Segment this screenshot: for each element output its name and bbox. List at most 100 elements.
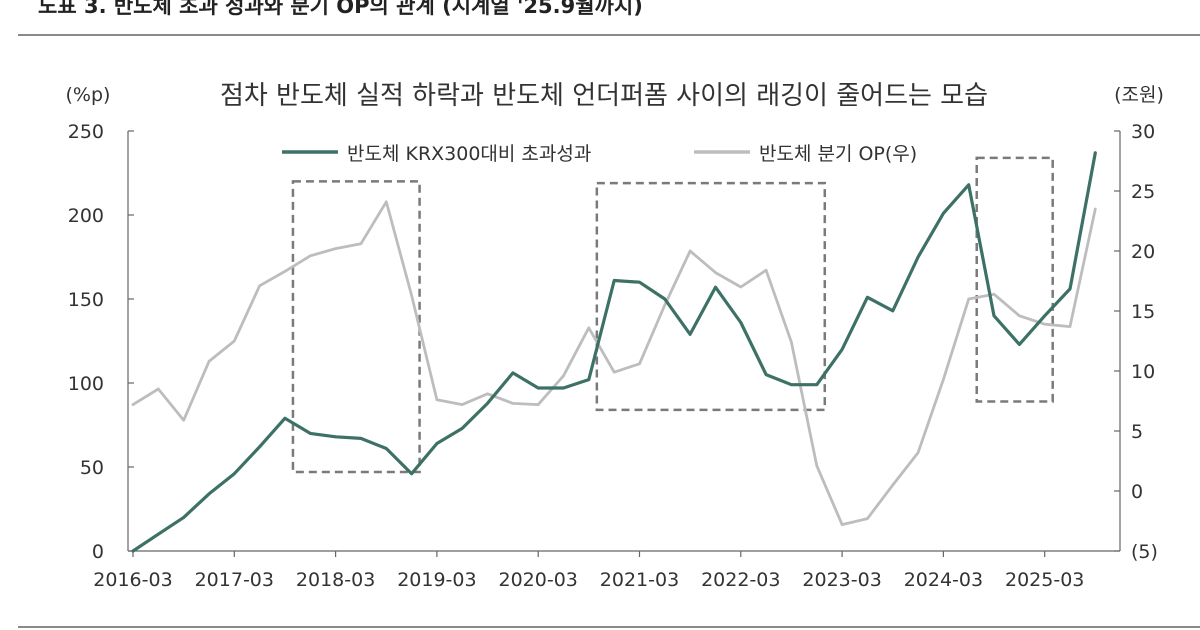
point-quarterly-op [764,269,768,272]
x-tick-label: 2022-03 [701,569,780,591]
point-excess-return [587,378,591,381]
y-right-tick-label: 25 [1131,181,1155,203]
y-left-tick-label: 50 [80,457,104,479]
point-quarterly-op [537,403,540,406]
point-excess-return [258,445,261,449]
point-quarterly-op [334,247,337,250]
point-quarterly-op [157,387,160,391]
y-left-tick-label: 100 [68,373,104,395]
x-tick-label: 2016-03 [93,569,172,591]
point-quarterly-op [840,523,844,526]
point-excess-return [764,373,768,376]
y-left-tick-label: 200 [68,205,104,227]
point-excess-return [840,348,844,351]
point-excess-return [486,401,489,405]
point-quarterly-op [207,360,211,363]
point-quarterly-op [587,326,591,329]
point-quarterly-op [182,419,185,422]
y-right-tick-label: 30 [1131,121,1155,143]
point-excess-return [207,492,211,496]
point-excess-return [1043,314,1046,317]
point-quarterly-op [233,339,236,343]
point-excess-return [790,383,793,386]
point-quarterly-op [511,402,515,405]
point-excess-return [537,386,540,390]
legend-label-excess-return: 반도체 KRX300대비 초과성과 [347,143,591,165]
x-tick-label: 2017-03 [195,569,274,591]
point-excess-return [283,417,287,420]
point-quarterly-op [283,270,287,273]
point-excess-return [992,314,996,317]
point-excess-return [385,447,388,450]
point-excess-return [714,286,717,289]
x-tick-label: 2021-03 [600,569,679,591]
point-excess-return [334,435,337,438]
y-right-tick-label: 0 [1131,481,1143,503]
point-excess-return [916,255,920,259]
point-excess-return [410,472,413,475]
point-quarterly-op [688,249,692,253]
y-left-tick-label: 0 [92,541,104,563]
point-quarterly-op [663,303,667,307]
point-quarterly-op [1043,323,1046,326]
point-quarterly-op [1094,207,1097,211]
point-excess-return [157,533,160,536]
point-excess-return [1018,343,1021,346]
y-right-tick-label: 15 [1131,301,1155,323]
point-quarterly-op [1068,325,1072,328]
chart-title: 점차 반도체 실적 하락과 반도체 언더퍼폼 사이의 래깅이 줄어드는 모습 [220,81,988,111]
point-excess-return [815,383,818,386]
point-quarterly-op [309,254,312,257]
point-quarterly-op [385,200,388,203]
point-excess-return [638,281,641,284]
point-quarterly-op [638,362,641,365]
point-excess-return [942,212,945,215]
point-excess-return [891,309,894,312]
x-tick-label: 2018-03 [296,569,375,591]
point-quarterly-op [410,294,413,297]
point-quarterly-op [435,398,439,401]
y-left-tick-label: 250 [68,121,104,143]
point-quarterly-op [359,242,363,245]
y-right-tick-label: (5) [1131,541,1158,563]
point-quarterly-op [866,517,869,520]
point-quarterly-op [967,297,970,301]
x-tick-label: 2019-03 [397,569,476,591]
point-excess-return [562,386,565,390]
top-rule [18,34,1200,36]
point-excess-return [359,437,363,440]
point-quarterly-op [258,284,261,287]
point-quarterly-op [612,371,616,374]
point-quarterly-op [916,451,920,454]
point-excess-return [967,183,970,186]
point-quarterly-op [562,374,565,377]
y-right-tick-label: 5 [1131,421,1143,443]
point-excess-return [461,427,464,430]
point-quarterly-op [942,378,945,381]
point-quarterly-op [815,464,818,467]
y-right-tick-label: 20 [1131,241,1155,263]
y-left-unit-label: (%p) [66,84,111,106]
x-tick-label: 2024-03 [904,569,983,591]
x-tick-label: 2025-03 [1005,569,1084,591]
x-tick-label: 2023-03 [802,569,881,591]
point-quarterly-op [891,483,894,487]
figure-caption: 도표 3. 반도체 초과 성과와 분기 OP의 관계 (시계열 '25.9월까지… [38,0,643,18]
point-quarterly-op [714,271,717,274]
point-excess-return [131,549,135,553]
point-quarterly-op [131,403,135,406]
point-excess-return [309,432,312,435]
point-quarterly-op [739,285,742,289]
point-quarterly-op [486,392,489,395]
y-right-unit-label: (조원) [1114,84,1164,106]
x-tick-label: 2020-03 [499,569,578,591]
point-excess-return [511,371,515,375]
bottom-rule [18,626,1200,628]
series-line-quarterly-op [131,200,1097,526]
point-excess-return [739,321,742,324]
legend-label-quarterly-op: 반도체 분기 OP(우) [759,143,917,165]
point-excess-return [1068,287,1072,291]
point-excess-return [866,296,869,299]
point-excess-return [1094,151,1097,155]
